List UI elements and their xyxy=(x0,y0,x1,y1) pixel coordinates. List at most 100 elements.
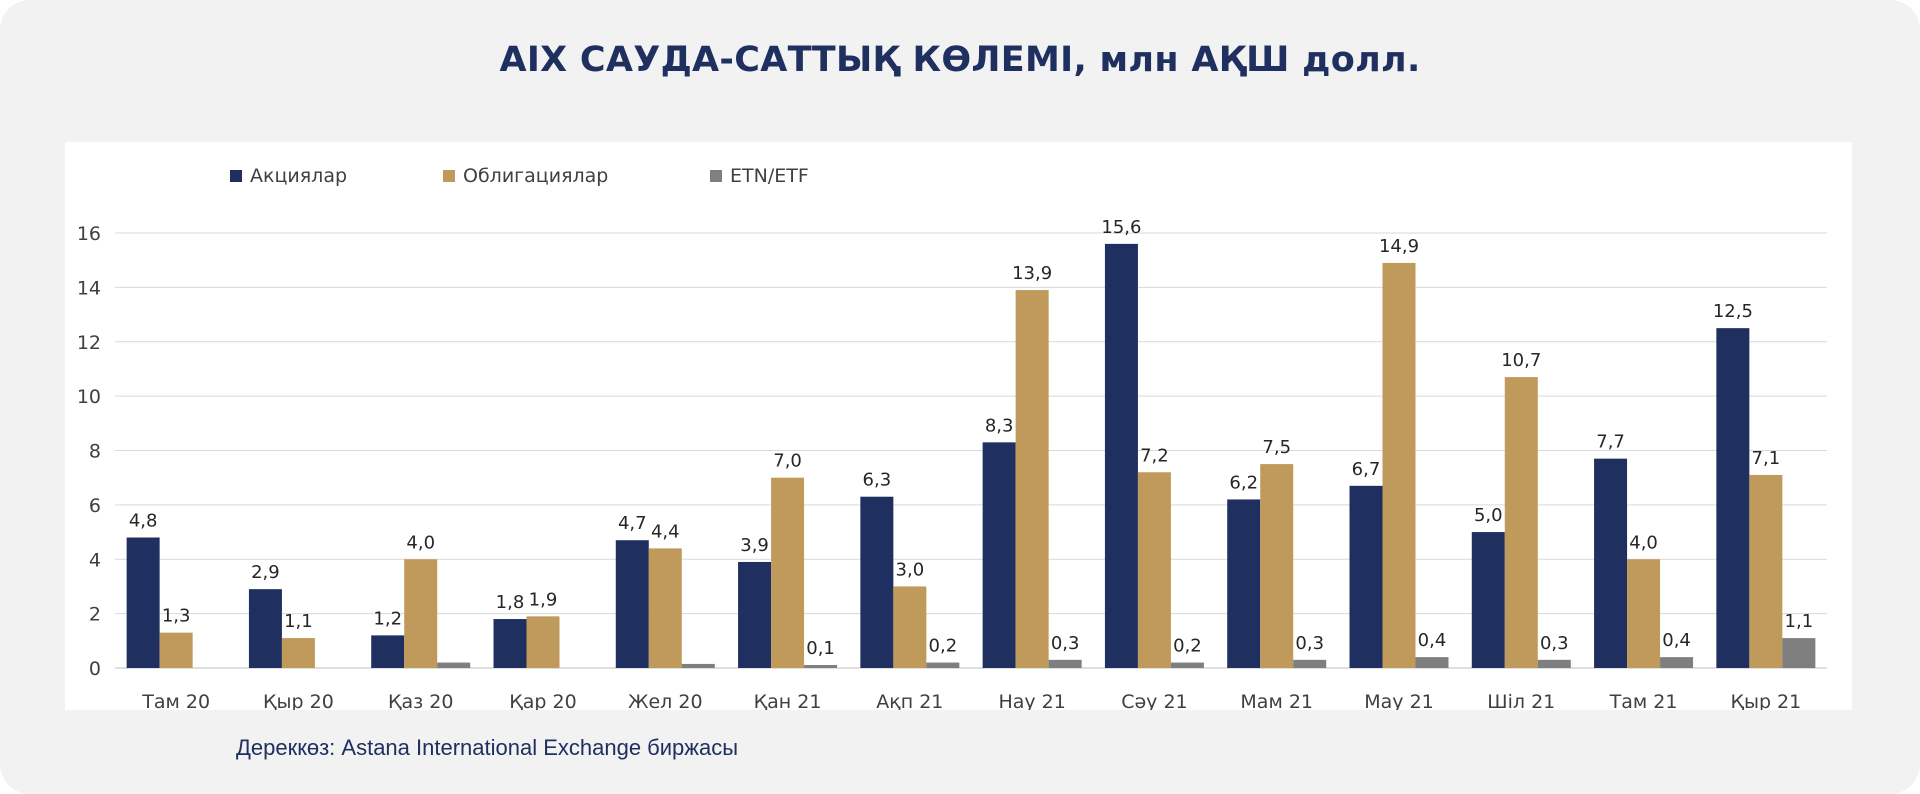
bar-etn-etf xyxy=(681,663,715,668)
bar-облигациялар xyxy=(1504,377,1538,668)
bar-etn-etf xyxy=(804,665,838,668)
x-tick-label: Мам 21 xyxy=(1240,691,1313,710)
bar-облигациялар xyxy=(1260,464,1294,668)
bar-облигациялар xyxy=(648,548,682,668)
data-label: 1,1 xyxy=(1785,611,1814,632)
data-label: 0,3 xyxy=(1051,633,1080,654)
data-label: 4,0 xyxy=(1629,532,1658,553)
x-tick-label: Мау 21 xyxy=(1364,691,1434,710)
bar-etn-etf xyxy=(1048,659,1082,668)
bar-акциялар xyxy=(1594,458,1628,668)
data-label: 1,1 xyxy=(284,611,313,632)
x-tick-label: Жел 20 xyxy=(628,691,703,710)
data-label: 1,2 xyxy=(373,608,402,629)
data-label: 13,9 xyxy=(1012,263,1052,284)
bar-акциялар xyxy=(1104,243,1138,668)
legend-swatch xyxy=(230,170,242,182)
bar-chart: 0 2 4 6 8 10 12 14 16 4,8 1,3 Там 20 2,9 1,1 Қыр 20 1,2… xyxy=(77,165,1827,710)
data-label: 14,9 xyxy=(1379,236,1419,257)
bar-облигациялар xyxy=(1137,472,1171,668)
data-label: 4,0 xyxy=(406,532,435,553)
data-label: 7,0 xyxy=(773,451,802,472)
data-label: 6,2 xyxy=(1229,472,1258,493)
y-tick-label: 16 xyxy=(77,223,101,245)
legend-label: Акциялар xyxy=(250,165,347,187)
x-tick-label: Қаз 20 xyxy=(388,691,453,710)
x-tick-label: Қыр 20 xyxy=(263,691,334,710)
plot-area: 0 2 4 6 8 10 12 14 16 4,8 1,3 Там 20 2,9 1,1 Қыр 20 1,2… xyxy=(65,142,1852,710)
bar-акциялар xyxy=(1471,532,1505,668)
bar-облигациялар xyxy=(893,586,927,668)
x-tick-label: Там 21 xyxy=(1609,691,1678,710)
y-tick-label: 6 xyxy=(89,495,101,517)
x-tick-label: Қан 21 xyxy=(754,691,822,710)
data-label: 1,9 xyxy=(529,589,558,610)
data-label: 8,3 xyxy=(985,415,1014,436)
data-label: 0,4 xyxy=(1418,630,1447,651)
x-tick-label: Сәу 21 xyxy=(1121,691,1187,710)
x-tick-label: Қар 20 xyxy=(509,691,576,710)
data-label: 3,9 xyxy=(740,535,769,556)
y-tick-label: 2 xyxy=(89,604,101,626)
bar-облигациялар xyxy=(771,477,805,668)
bar-акциялар xyxy=(248,589,282,668)
legend-label: ETN/ETF xyxy=(730,165,809,187)
source-note: Дереккөз: Astana International Exchange … xyxy=(236,735,739,760)
bar-etn-etf xyxy=(1415,657,1449,668)
data-label: 6,7 xyxy=(1352,459,1381,480)
data-label: 4,7 xyxy=(618,513,647,534)
bar-etn-etf xyxy=(1537,659,1571,668)
data-label: 5,0 xyxy=(1474,505,1503,526)
legend-swatch xyxy=(710,170,722,182)
bar-etn-etf xyxy=(926,662,960,668)
bar-etn-etf xyxy=(1170,662,1204,668)
bar-облигациялар xyxy=(281,638,315,668)
data-label: 6,3 xyxy=(863,470,892,491)
bar-акциялар xyxy=(493,619,527,668)
bar-облигациялар xyxy=(526,616,560,668)
x-tick-label: Там 20 xyxy=(141,691,210,710)
data-label: 3,0 xyxy=(896,559,925,580)
data-label: 0,1 xyxy=(806,638,835,659)
bar-акциялар xyxy=(371,635,405,668)
data-label: 7,7 xyxy=(1596,432,1625,453)
y-tick-label: 0 xyxy=(89,658,101,680)
x-tick-label: Ақп 21 xyxy=(876,691,943,710)
bar-акциялар xyxy=(615,540,649,668)
y-tick-label: 10 xyxy=(77,386,101,408)
data-label: 1,8 xyxy=(496,592,525,613)
x-tick-label: Қыр 21 xyxy=(1730,691,1801,710)
bar-акциялар xyxy=(738,561,772,668)
data-label: 0,3 xyxy=(1540,633,1569,654)
bar-etn-etf xyxy=(437,662,471,668)
bar-облигациялар xyxy=(1749,474,1783,668)
data-label: 7,5 xyxy=(1262,437,1291,458)
data-label: 7,1 xyxy=(1752,448,1781,469)
bar-акциялар xyxy=(1349,485,1383,668)
bar-акциялар xyxy=(126,537,160,668)
chart-title: AIX САУДА-САТТЫҚ КӨЛЕМІ, млн АҚШ долл. xyxy=(499,40,1421,80)
data-label: 4,4 xyxy=(651,521,680,542)
legend-label: Облигациялар xyxy=(463,165,608,187)
legend-swatch xyxy=(443,170,455,182)
bar-etn-etf xyxy=(1660,657,1694,668)
data-label: 0,2 xyxy=(1173,636,1202,657)
bar-etn-etf xyxy=(1293,659,1327,668)
data-label: 0,2 xyxy=(929,636,958,657)
bar-etn-etf xyxy=(1782,638,1816,668)
data-label: 10,7 xyxy=(1501,350,1541,371)
bar-облигациялар xyxy=(1015,290,1049,668)
bar-акциялар xyxy=(860,496,894,668)
bar-облигациялар xyxy=(159,632,193,668)
bar-облигациялар xyxy=(1382,262,1416,668)
x-tick-label: Шіл 21 xyxy=(1487,691,1555,710)
y-tick-label: 12 xyxy=(77,332,101,354)
y-tick-label: 14 xyxy=(77,277,101,299)
x-tick-label: Нау 21 xyxy=(998,691,1065,710)
data-label: 12,5 xyxy=(1713,301,1753,322)
bar-акциялар xyxy=(1227,499,1261,668)
data-label: 1,3 xyxy=(162,606,191,627)
data-label: 7,2 xyxy=(1140,445,1169,466)
data-label: 0,3 xyxy=(1295,633,1324,654)
